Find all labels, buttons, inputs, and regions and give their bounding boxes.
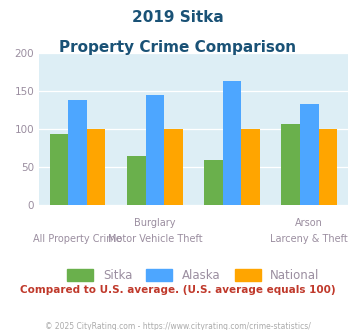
- Text: 2019 Sitka: 2019 Sitka: [132, 10, 223, 25]
- Bar: [223, 81, 241, 205]
- Text: © 2025 CityRating.com - https://www.cityrating.com/crime-statistics/: © 2025 CityRating.com - https://www.city…: [45, 322, 310, 330]
- Text: Arson: Arson: [295, 218, 323, 228]
- Legend: Sitka, Alaska, National: Sitka, Alaska, National: [63, 264, 324, 287]
- Bar: [50, 134, 69, 205]
- Text: Property Crime Comparison: Property Crime Comparison: [59, 40, 296, 54]
- Text: Burglary: Burglary: [134, 218, 176, 228]
- Text: All Property Crime: All Property Crime: [33, 234, 122, 244]
- Bar: [69, 100, 87, 205]
- Bar: [164, 129, 183, 205]
- Text: Larceny & Theft: Larceny & Theft: [271, 234, 348, 244]
- Bar: [87, 129, 105, 205]
- Bar: [282, 124, 300, 205]
- Bar: [241, 129, 260, 205]
- Bar: [300, 104, 318, 205]
- Bar: [318, 129, 337, 205]
- Bar: [204, 160, 223, 205]
- Text: Motor Vehicle Theft: Motor Vehicle Theft: [108, 234, 202, 244]
- Bar: [146, 95, 164, 205]
- Text: Compared to U.S. average. (U.S. average equals 100): Compared to U.S. average. (U.S. average …: [20, 285, 335, 295]
- Bar: [127, 156, 146, 205]
